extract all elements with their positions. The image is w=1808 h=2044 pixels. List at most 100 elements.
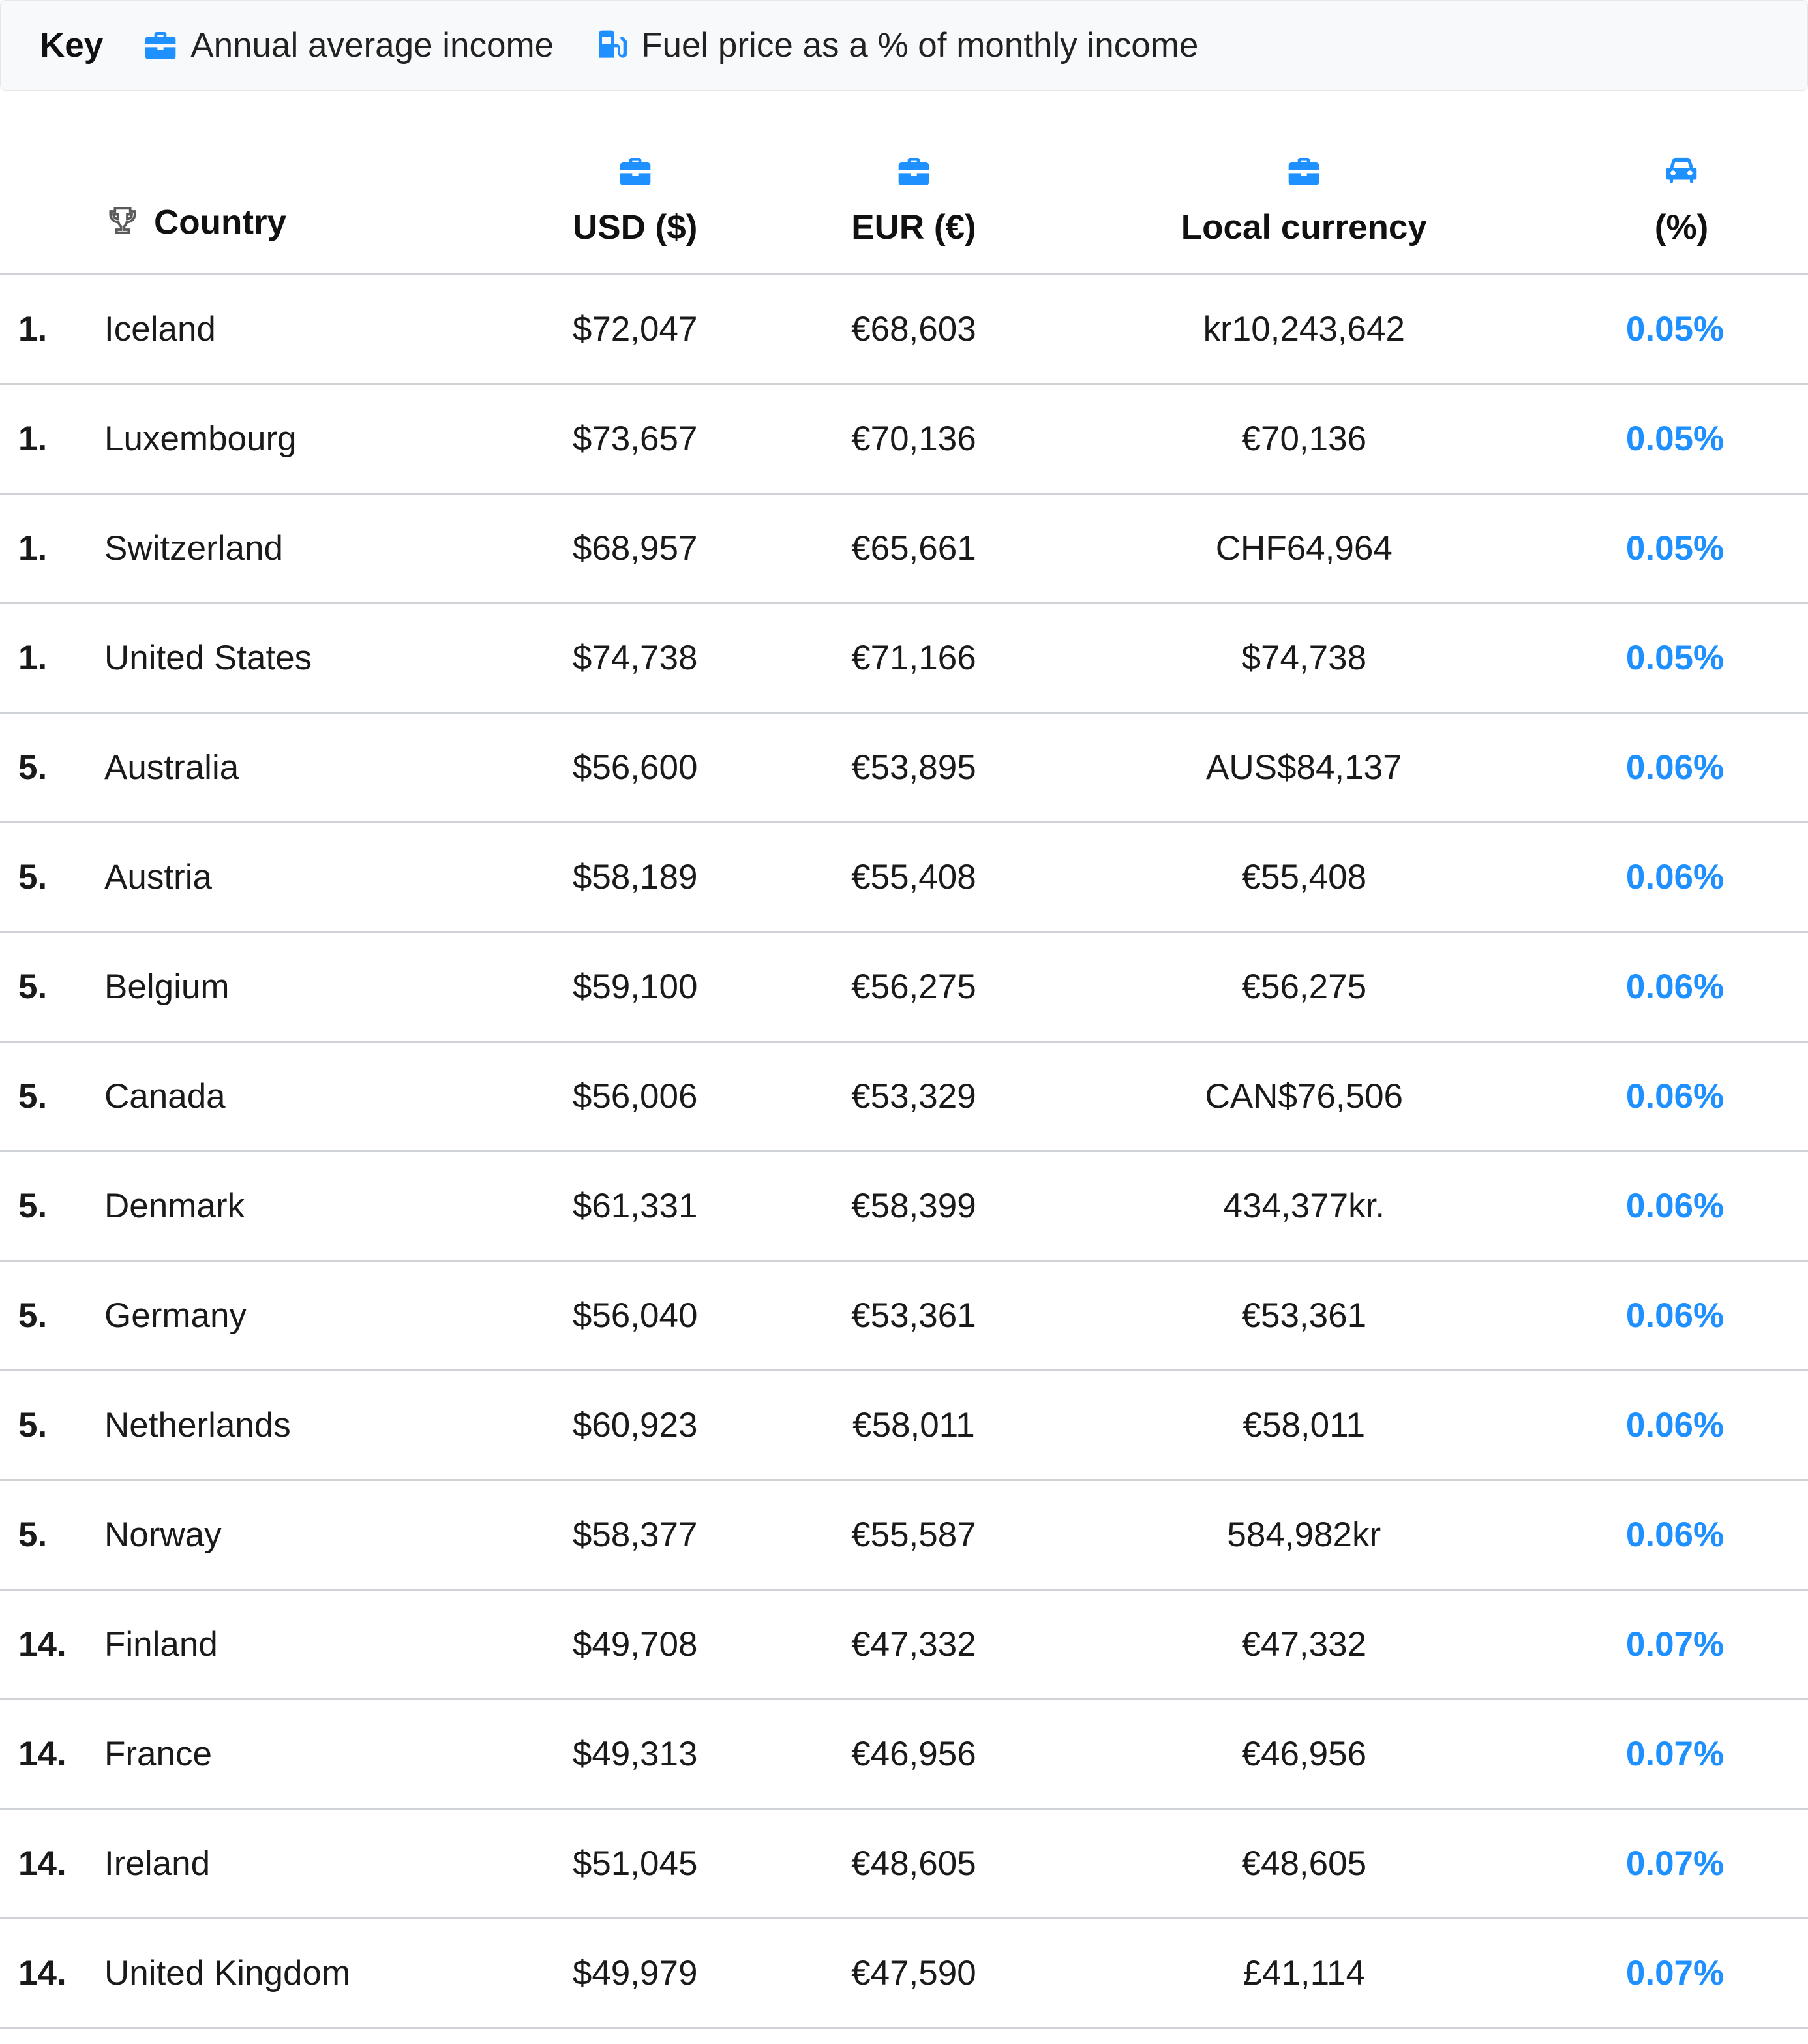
- table-row: 5.Belgium$59,100€56,275€56,2750.06%: [0, 932, 1808, 1042]
- cell-usd: $56,600: [496, 713, 774, 823]
- cell-country: Norway: [91, 1480, 496, 1590]
- cell-rank: 5.: [0, 1480, 91, 1590]
- pct-value: 0.05%: [1626, 419, 1724, 458]
- table-row: 14.Ireland$51,045€48,605€48,6050.07%: [0, 1809, 1808, 1919]
- table-row: 5.Canada$56,006€53,329CAN$76,5060.06%: [0, 1042, 1808, 1152]
- pct-value: 0.07%: [1626, 1954, 1724, 1992]
- table-row: 5.Netherlands$60,923€58,011€58,0110.06%: [0, 1371, 1808, 1480]
- cell-country: Ireland: [91, 1809, 496, 1919]
- cell-local: €56,275: [1053, 932, 1555, 1042]
- cell-eur: €55,408: [774, 823, 1053, 932]
- cell-local: £41,114: [1053, 1919, 1555, 2028]
- cell-pct: 0.06%: [1555, 1152, 1808, 1261]
- cell-eur: €71,166: [774, 603, 1053, 713]
- cell-eur: €70,136: [774, 384, 1053, 494]
- cell-usd: $59,100: [496, 932, 774, 1042]
- cell-usd: $56,006: [496, 1042, 774, 1152]
- pct-value: 0.05%: [1626, 310, 1724, 348]
- cell-local: €46,956: [1053, 1700, 1555, 1809]
- cell-pct: 0.06%: [1555, 823, 1808, 932]
- cell-local: €47,332: [1053, 1590, 1555, 1700]
- cell-eur: €47,590: [774, 1919, 1053, 2028]
- cell-country: Denmark: [91, 1152, 496, 1261]
- cell-country: Germany: [91, 1261, 496, 1371]
- cell-rank: 1.: [0, 275, 91, 384]
- pct-value: 0.05%: [1626, 639, 1724, 677]
- header-local-label: Local currency: [1181, 208, 1427, 247]
- briefcase-icon: [1286, 153, 1322, 190]
- cell-rank: 1.: [0, 494, 91, 603]
- cell-pct: 0.07%: [1555, 1700, 1808, 1809]
- cell-country: Luxembourg: [91, 384, 496, 494]
- cell-pct: 0.07%: [1555, 1919, 1808, 2028]
- pct-value: 0.06%: [1626, 858, 1724, 896]
- cell-local: kr10,243,642: [1053, 275, 1555, 384]
- cell-usd: $51,045: [496, 1809, 774, 1919]
- key-item-fuel: Fuel price as a % of monthly income: [593, 25, 1198, 65]
- header-pct: (%): [1555, 123, 1808, 275]
- cell-pct: 0.05%: [1555, 384, 1808, 494]
- cell-pct: 0.06%: [1555, 1371, 1808, 1480]
- cell-eur: €48,605: [774, 1809, 1053, 1919]
- cell-rank: 5.: [0, 823, 91, 932]
- cell-rank: 5.: [0, 713, 91, 823]
- cell-eur: €58,011: [774, 1371, 1053, 1480]
- pct-value: 0.06%: [1626, 968, 1724, 1006]
- cell-country: Netherlands: [91, 1371, 496, 1480]
- pct-value: 0.07%: [1626, 1625, 1724, 1664]
- cell-rank: 14.: [0, 1590, 91, 1700]
- table-row: 5.Austria$58,189€55,408€55,4080.06%: [0, 823, 1808, 932]
- cell-pct: 0.05%: [1555, 275, 1808, 384]
- pct-value: 0.07%: [1626, 1844, 1724, 1883]
- header-country: Country: [91, 123, 496, 275]
- header-local: Local currency: [1053, 123, 1555, 275]
- cell-eur: €53,329: [774, 1042, 1053, 1152]
- header-eur: EUR (€): [774, 123, 1053, 275]
- cell-rank: 14.: [0, 1919, 91, 2028]
- cell-local: €55,408: [1053, 823, 1555, 932]
- header-row: Country USD ($) EUR (€) Local currency (…: [0, 123, 1808, 275]
- cell-usd: $56,040: [496, 1261, 774, 1371]
- cell-local: AUS$84,137: [1053, 713, 1555, 823]
- pct-value: 0.06%: [1626, 1516, 1724, 1554]
- cell-rank: 5.: [0, 1152, 91, 1261]
- table-row: 5.Australia$56,600€53,895AUS$84,1370.06%: [0, 713, 1808, 823]
- header-pct-label: (%): [1655, 208, 1708, 247]
- pct-value: 0.07%: [1626, 1735, 1724, 1773]
- table-row: 14.France$49,313€46,956€46,9560.07%: [0, 1700, 1808, 1809]
- briefcase-icon: [896, 153, 932, 190]
- cell-pct: 0.05%: [1555, 603, 1808, 713]
- cell-local: 434,377kr.: [1053, 1152, 1555, 1261]
- cell-usd: $49,708: [496, 1590, 774, 1700]
- cell-usd: $60,923: [496, 1371, 774, 1480]
- briefcase-icon: [617, 153, 654, 190]
- car-icon: [1661, 149, 1702, 190]
- cell-rank: 14.: [0, 1700, 91, 1809]
- cell-usd: $58,377: [496, 1480, 774, 1590]
- cell-usd: $49,979: [496, 1919, 774, 2028]
- header-eur-label: EUR (€): [851, 208, 976, 247]
- pct-value: 0.06%: [1626, 748, 1724, 787]
- cell-rank: 5.: [0, 1261, 91, 1371]
- cell-eur: €53,895: [774, 713, 1053, 823]
- table-row: 14.Finland$49,708€47,332€47,3320.07%: [0, 1590, 1808, 1700]
- cell-eur: €68,603: [774, 275, 1053, 384]
- cell-local: CAN$76,506: [1053, 1042, 1555, 1152]
- cell-country: United Kingdom: [91, 1919, 496, 2028]
- cell-rank: 5.: [0, 932, 91, 1042]
- cell-pct: 0.06%: [1555, 1261, 1808, 1371]
- cell-country: Belgium: [91, 932, 496, 1042]
- cell-local: €70,136: [1053, 384, 1555, 494]
- header-usd: USD ($): [496, 123, 774, 275]
- table-row: 1.United States$74,738€71,166$74,7380.05…: [0, 603, 1808, 713]
- cell-rank: 5.: [0, 1042, 91, 1152]
- cell-rank: 1.: [0, 384, 91, 494]
- cell-usd: $68,957: [496, 494, 774, 603]
- trophy-icon: [104, 202, 141, 239]
- cell-rank: 5.: [0, 1371, 91, 1480]
- cell-pct: 0.05%: [1555, 494, 1808, 603]
- cell-pct: 0.06%: [1555, 1042, 1808, 1152]
- fuel-pump-icon: [593, 27, 629, 64]
- cell-eur: €47,332: [774, 1590, 1053, 1700]
- cell-eur: €55,587: [774, 1480, 1053, 1590]
